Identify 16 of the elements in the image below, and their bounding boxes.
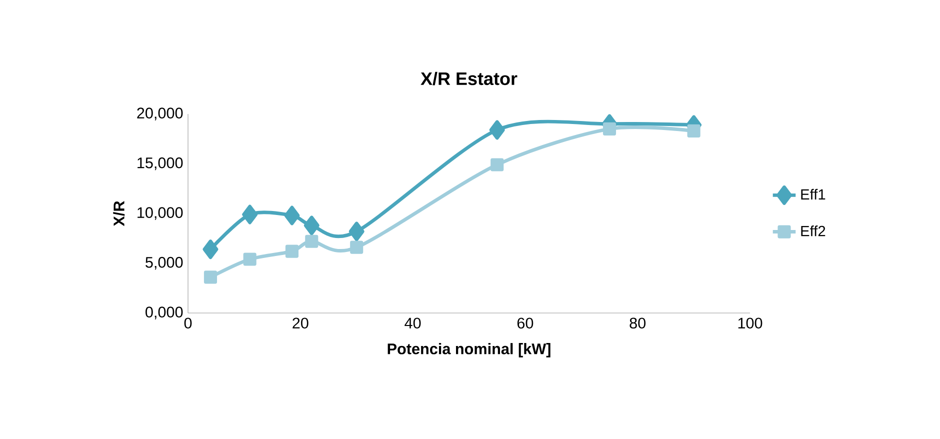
legend-label: Eff2 — [801, 226, 826, 236]
legend-label: Eff1 — [801, 188, 826, 200]
y-tick-label: 5,000 — [146, 256, 183, 270]
x-tick-label: 40 — [404, 318, 421, 329]
chart-title: X/R Estator — [420, 72, 518, 86]
x-tick-label: 20 — [292, 318, 308, 329]
y-tick-label: 0,000 — [146, 306, 183, 320]
x-axis-title: Potencia nominal [kW] — [388, 343, 550, 358]
y-tick-label: 15,000 — [138, 157, 183, 170]
x-tick-label: 100 — [738, 318, 762, 329]
y-axis-title: X/R — [113, 201, 125, 226]
x-tick-label: 0 — [184, 318, 192, 329]
x-tick-label: 80 — [630, 318, 646, 329]
y-tick-label: 20,000 — [137, 108, 183, 120]
x-tick-label: 60 — [517, 318, 534, 329]
y-tick-label: 10,000 — [138, 207, 183, 220]
